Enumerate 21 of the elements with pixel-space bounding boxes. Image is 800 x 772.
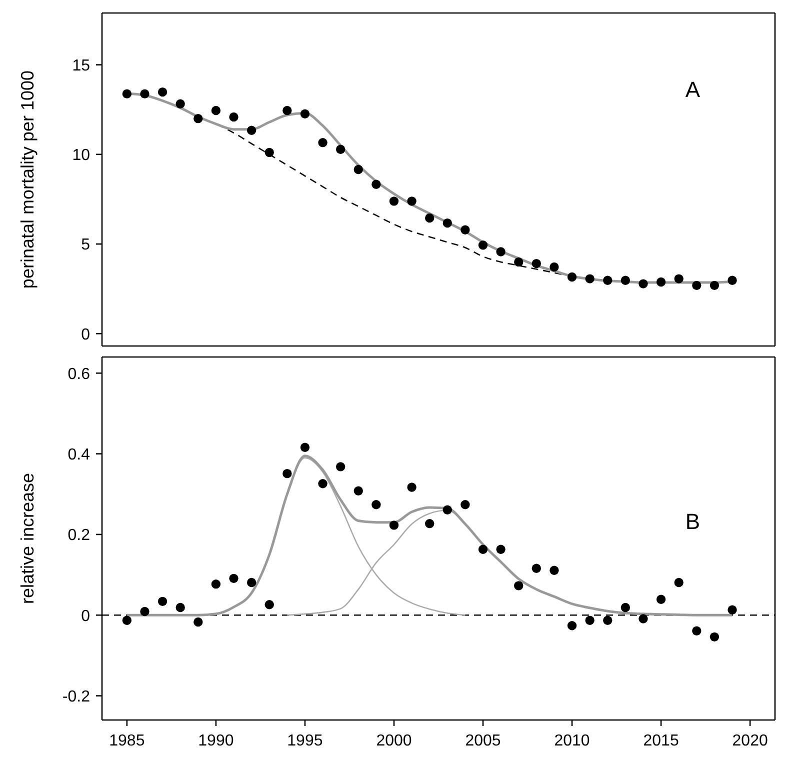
x-tick-label: 2020 (732, 732, 768, 750)
x-tick-label: 2010 (554, 732, 590, 750)
y-tick-label: 0.2 (68, 527, 90, 544)
y-tick-label: -0.2 (62, 688, 90, 706)
y-tick-label: 0.4 (68, 446, 90, 464)
y-tick-label: 15 (72, 57, 90, 74)
y-axis-title: relative increase (17, 472, 38, 604)
x-tick-label: 2005 (465, 732, 501, 750)
y-tick-label: 0 (81, 326, 90, 344)
y-tick-label: 5 (81, 236, 90, 254)
x-tick-label: 1985 (109, 732, 145, 750)
y-tick-label: 0.6 (68, 366, 90, 383)
y-tick-label: 0 (81, 608, 90, 625)
annotation: A (685, 76, 700, 103)
x-tick-label: 2015 (643, 732, 679, 750)
annotation: B (685, 508, 700, 535)
x-tick-label: 2000 (376, 732, 412, 750)
y-tick-label: 10 (72, 147, 90, 164)
x-tick-label: 1990 (198, 732, 234, 750)
y-axis-title: perinatal mortality per 1000 (17, 70, 38, 289)
x-tick-label: 1995 (287, 732, 323, 750)
